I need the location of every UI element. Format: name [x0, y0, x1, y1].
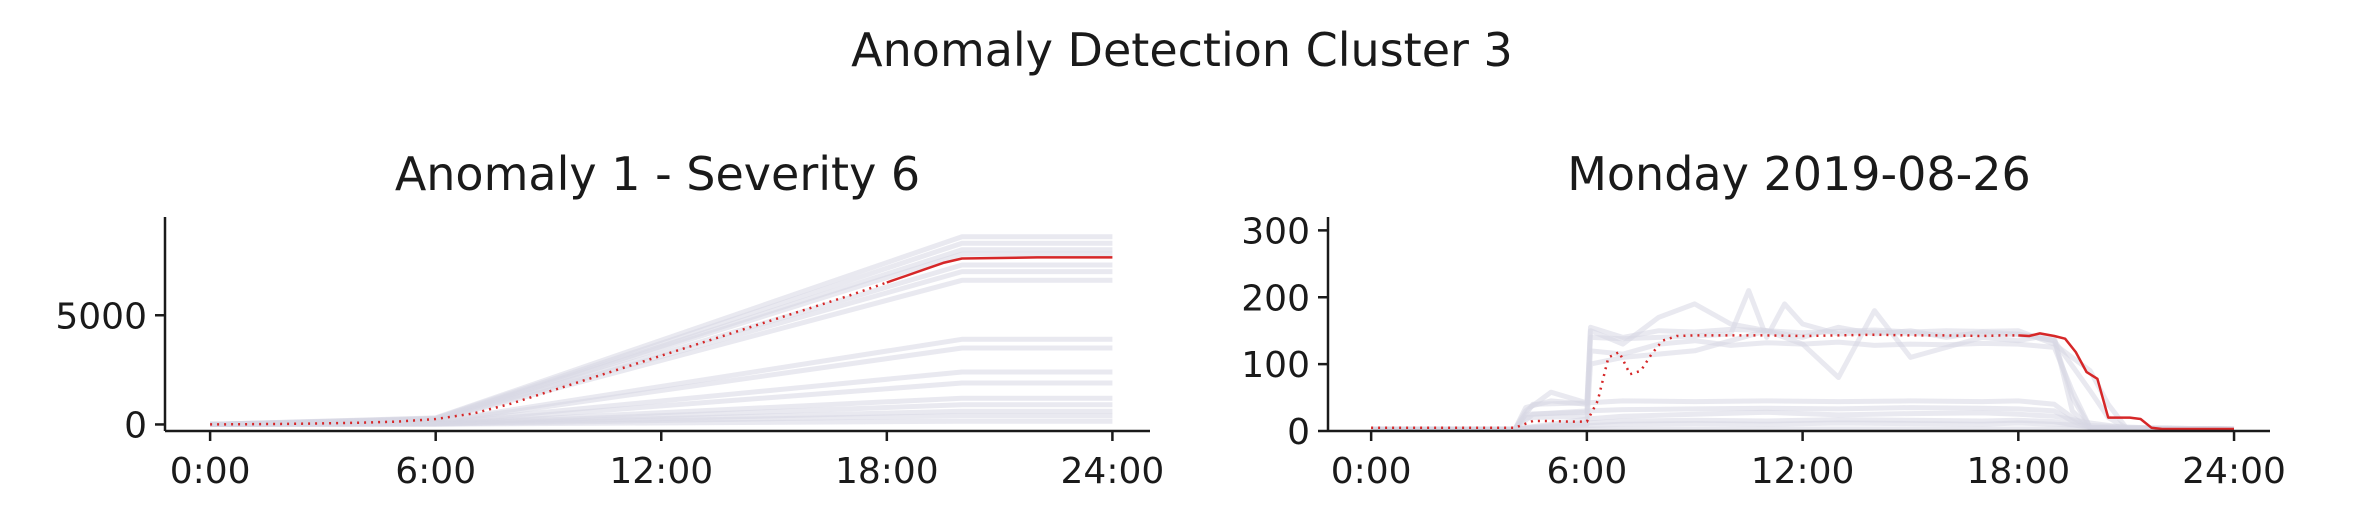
y-tick-label: 5000 — [55, 296, 147, 337]
highlight-series-solid — [2018, 332, 2234, 431]
figure-title: Anomaly Detection Cluster 3 — [851, 23, 1513, 77]
chart-panel-left: Anomaly 1 - Severity 6 0:00 6:00 12:00 18:00… — [55, 147, 1164, 492]
y-tick-label: 100 — [1241, 345, 1310, 386]
background-series-line-5 — [1371, 398, 2235, 432]
x-tick-label: 6:00 — [1546, 451, 1627, 492]
x-tick-label: 18:00 — [835, 451, 939, 492]
x-tick-label: 12:00 — [609, 451, 713, 492]
panel-title: Monday 2019-08-26 — [1567, 147, 2031, 201]
y-tick-label: 0 — [1287, 412, 1310, 453]
x-tick-label: 6:00 — [395, 451, 476, 492]
background-series-group — [1371, 288, 2235, 432]
highlight-series-solid — [886, 256, 1113, 284]
chart-panel-right: Monday 2019-08-26 0:00 6:00 12:00 18:00 24:00… — [1241, 147, 2286, 492]
background-series-group — [210, 234, 1113, 427]
x-tick-label: 12:00 — [1751, 451, 1855, 492]
x-tick-label: 24:00 — [2182, 451, 2286, 492]
background-series-line-1 — [1371, 301, 2235, 432]
x-tick-label: 0:00 — [170, 451, 251, 492]
panel-title: Anomaly 1 - Severity 6 — [395, 147, 920, 201]
y-tick-label: 0 — [124, 405, 147, 446]
y-tick-label: 300 — [1241, 211, 1310, 252]
y-tick-label: 200 — [1241, 278, 1310, 319]
highlight-series-dotted — [210, 281, 888, 426]
background-series-line-4 — [1371, 308, 2235, 432]
x-tick-label: 24:00 — [1061, 451, 1165, 492]
x-tick-label: 0:00 — [1331, 451, 1412, 492]
x-tick-label: 18:00 — [1966, 451, 2070, 492]
